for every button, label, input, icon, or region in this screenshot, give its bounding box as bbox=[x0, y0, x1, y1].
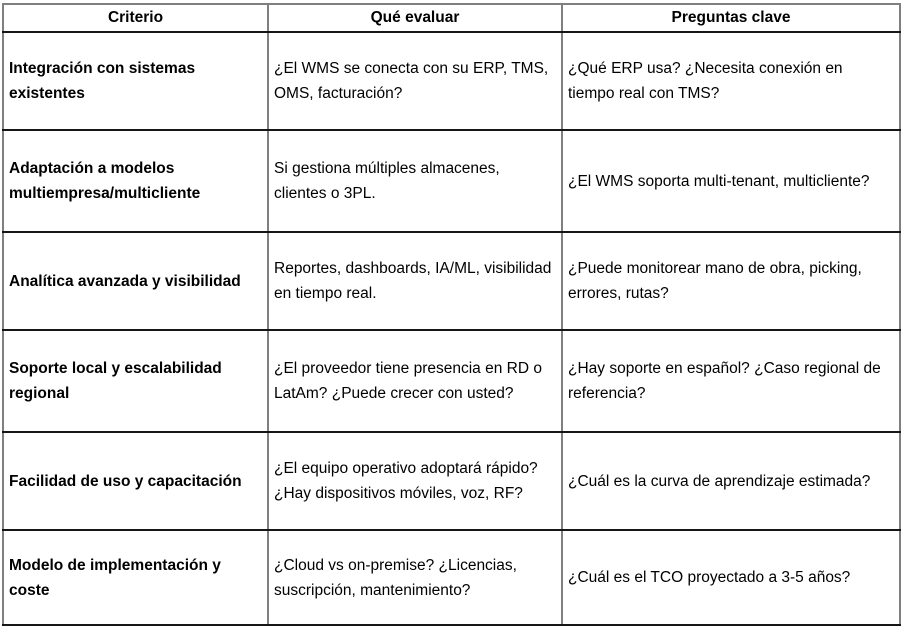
header-que-evaluar: Qué evaluar bbox=[267, 3, 563, 33]
cell-que-evaluar: Reportes, dashboards, IA/ML, visibilidad… bbox=[267, 231, 563, 331]
cell-criterio: Facilidad de uso y capacitación bbox=[2, 431, 269, 531]
table-row: Modelo de implementación y coste ¿Cloud … bbox=[2, 529, 901, 626]
cell-criterio: Analítica avanzada y visibilidad bbox=[2, 231, 269, 331]
table-row: Analítica avanzada y visibilidad Reporte… bbox=[2, 231, 901, 331]
cell-criterio: Adaptación a modelos multiempresa/multic… bbox=[2, 129, 269, 233]
header-preguntas-clave: Preguntas clave bbox=[561, 3, 901, 33]
cell-preguntas-clave: ¿Qué ERP usa? ¿Necesita conexión en tiem… bbox=[561, 31, 901, 131]
cell-que-evaluar: ¿El WMS se conecta con su ERP, TMS, OMS,… bbox=[267, 31, 563, 131]
header-row: Criterio Qué evaluar Preguntas clave bbox=[2, 3, 901, 33]
header-criterio: Criterio bbox=[2, 3, 269, 33]
cell-preguntas-clave: ¿El WMS soporta multi-tenant, multiclien… bbox=[561, 129, 901, 233]
table-row: Adaptación a modelos multiempresa/multic… bbox=[2, 129, 901, 233]
table-body: Integración con sistemas existentes ¿El … bbox=[2, 31, 901, 626]
table-header: Criterio Qué evaluar Preguntas clave bbox=[2, 3, 901, 33]
cell-que-evaluar: ¿El equipo operativo adoptará rápido? ¿H… bbox=[267, 431, 563, 531]
cell-criterio: Soporte local y escalabilidad regional bbox=[2, 329, 269, 433]
criteria-table: Criterio Qué evaluar Preguntas clave Int… bbox=[2, 3, 901, 626]
cell-preguntas-clave: ¿Cuál es la curva de aprendizaje estimad… bbox=[561, 431, 901, 531]
cell-criterio: Modelo de implementación y coste bbox=[2, 529, 269, 626]
cell-que-evaluar: ¿El proveedor tiene presencia en RD o La… bbox=[267, 329, 563, 433]
cell-preguntas-clave: ¿Puede monitorear mano de obra, picking,… bbox=[561, 231, 901, 331]
cell-que-evaluar: Si gestiona múltiples almacenes, cliente… bbox=[267, 129, 563, 233]
cell-que-evaluar: ¿Cloud vs on-premise? ¿Licencias, suscri… bbox=[267, 529, 563, 626]
cell-preguntas-clave: ¿Cuál es el TCO proyectado a 3-5 años? bbox=[561, 529, 901, 626]
cell-preguntas-clave: ¿Hay soporte en español? ¿Caso regional … bbox=[561, 329, 901, 433]
table-row: Integración con sistemas existentes ¿El … bbox=[2, 31, 901, 131]
table-row: Soporte local y escalabilidad regional ¿… bbox=[2, 329, 901, 433]
cell-criterio: Integración con sistemas existentes bbox=[2, 31, 269, 131]
table-row: Facilidad de uso y capacitación ¿El equi… bbox=[2, 431, 901, 531]
